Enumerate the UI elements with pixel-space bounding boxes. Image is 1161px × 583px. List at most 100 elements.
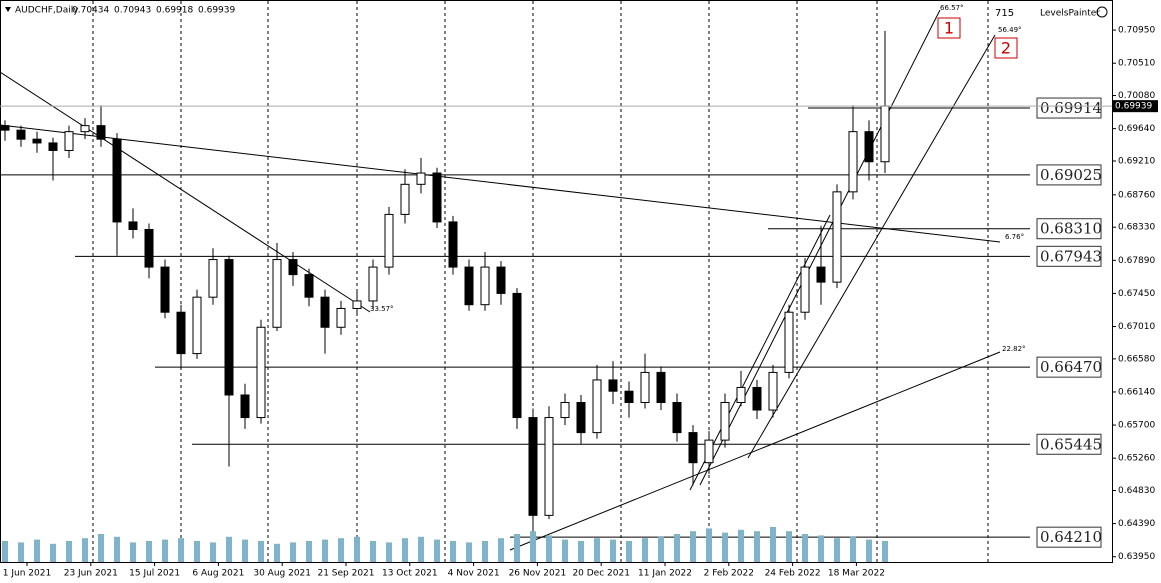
candle-body bbox=[32, 138, 42, 144]
candle-body bbox=[864, 131, 874, 163]
angle-label: 33.57° bbox=[370, 305, 394, 313]
volume-bar bbox=[546, 535, 552, 562]
x-tick-label: 2 Feb 2022 bbox=[704, 569, 754, 579]
header-value: 0.69939 bbox=[198, 6, 235, 16]
plot-frame bbox=[0, 0, 1113, 563]
candle-body bbox=[176, 311, 186, 355]
volume-bar bbox=[706, 528, 712, 562]
candle-body bbox=[832, 191, 842, 283]
candle-body bbox=[224, 259, 234, 396]
candle-body bbox=[336, 307, 346, 328]
volume-bar bbox=[178, 538, 184, 562]
volume-bar bbox=[642, 538, 648, 562]
candle-body bbox=[192, 296, 202, 355]
y-tick-label: 0.65260 bbox=[1118, 454, 1155, 464]
y-tick-label: 0.64830 bbox=[1118, 486, 1155, 496]
y-tick-label: 0.67890 bbox=[1118, 256, 1155, 266]
candle-body bbox=[144, 228, 154, 268]
volume-bar bbox=[34, 539, 40, 562]
candle-body bbox=[512, 292, 522, 419]
volume-bar bbox=[450, 541, 456, 562]
level-label: 0.65445 bbox=[1040, 435, 1102, 453]
volume-bar bbox=[274, 543, 280, 562]
y-tick-label: 0.65700 bbox=[1118, 421, 1155, 431]
level-box bbox=[1036, 356, 1102, 378]
candle-body bbox=[464, 266, 474, 306]
candle-body bbox=[608, 379, 618, 392]
candle-body bbox=[496, 266, 506, 294]
volume-bar bbox=[114, 536, 120, 562]
candle-body bbox=[560, 402, 570, 419]
volume-bar bbox=[738, 529, 744, 562]
volume-bar bbox=[722, 532, 728, 562]
x-tick-label: 13 Oct 2021 bbox=[382, 569, 438, 579]
volume-bar bbox=[146, 541, 152, 562]
volume-bar bbox=[130, 542, 136, 562]
y-tick-label: 0.69640 bbox=[1118, 124, 1155, 134]
volume-bar bbox=[322, 539, 328, 562]
volume-bar bbox=[162, 539, 168, 562]
candle-body bbox=[544, 417, 554, 516]
volume-bar bbox=[594, 538, 600, 562]
y-tick-label: 0.66580 bbox=[1118, 354, 1155, 364]
trend-line bbox=[699, 9, 941, 486]
x-tick-label: 30 Aug 2021 bbox=[253, 569, 311, 579]
candle-body bbox=[48, 142, 58, 151]
volume-bar bbox=[754, 531, 760, 562]
candle-body bbox=[320, 296, 330, 328]
trend-line bbox=[509, 351, 1001, 551]
candle-body bbox=[800, 266, 810, 313]
volume-bar bbox=[674, 534, 680, 562]
y-tick-label: 0.64390 bbox=[1118, 519, 1155, 529]
volume-bar bbox=[306, 541, 312, 562]
level-box bbox=[1036, 164, 1102, 186]
volume-bar bbox=[434, 539, 440, 562]
candle-body bbox=[96, 125, 106, 140]
level-box bbox=[1036, 245, 1102, 267]
marker-label: 1 bbox=[944, 19, 954, 38]
volume-bar bbox=[802, 534, 808, 562]
x-tick-label: 18 Mar 2022 bbox=[828, 569, 885, 579]
volume-bar bbox=[626, 541, 632, 562]
indicator-name: LevelsPainter bbox=[1040, 9, 1100, 19]
volume-bar bbox=[466, 542, 472, 562]
volume-bar bbox=[578, 541, 584, 562]
y-tick-label: 0.70080 bbox=[1118, 91, 1155, 101]
y-tick-label: 0.68330 bbox=[1118, 223, 1155, 233]
indicator-icon[interactable] bbox=[1096, 6, 1108, 18]
header-value: 0.70434 bbox=[72, 6, 109, 16]
header-value: 0.69918 bbox=[156, 6, 193, 16]
menu-arrow[interactable] bbox=[5, 7, 11, 12]
indicator-value: 715 bbox=[995, 8, 1014, 19]
volume-bar bbox=[210, 542, 216, 562]
y-tick-label: 0.66140 bbox=[1118, 387, 1155, 397]
volume-bar bbox=[258, 541, 264, 562]
volume-bar bbox=[50, 543, 56, 562]
candle-body bbox=[480, 266, 490, 306]
candle-body bbox=[416, 172, 426, 185]
candle-body bbox=[848, 131, 858, 193]
volume-bar bbox=[194, 541, 200, 562]
y-tick-label: 0.70950 bbox=[1118, 26, 1155, 36]
candle-body bbox=[768, 371, 778, 411]
candle-body bbox=[736, 386, 746, 404]
volume-bar bbox=[610, 539, 616, 562]
price-tag bbox=[1112, 100, 1158, 113]
level-label: 0.64210 bbox=[1040, 528, 1102, 546]
volume-bar bbox=[338, 538, 344, 562]
candle-body bbox=[672, 402, 682, 434]
candle-body bbox=[816, 266, 826, 283]
candle-body bbox=[160, 266, 170, 313]
candle-body bbox=[208, 259, 218, 298]
x-tick-label: 11 Jan 2022 bbox=[638, 569, 692, 579]
candle-body bbox=[576, 402, 586, 434]
candle-body bbox=[784, 311, 794, 373]
volume-bar bbox=[482, 541, 488, 562]
candle-body bbox=[80, 125, 90, 133]
volume-bar bbox=[66, 541, 72, 562]
header-value: 0.70943 bbox=[114, 6, 151, 16]
marker-box bbox=[937, 17, 961, 39]
x-tick-label: 15 Jul 2021 bbox=[129, 569, 180, 579]
volume-bar bbox=[354, 536, 360, 562]
